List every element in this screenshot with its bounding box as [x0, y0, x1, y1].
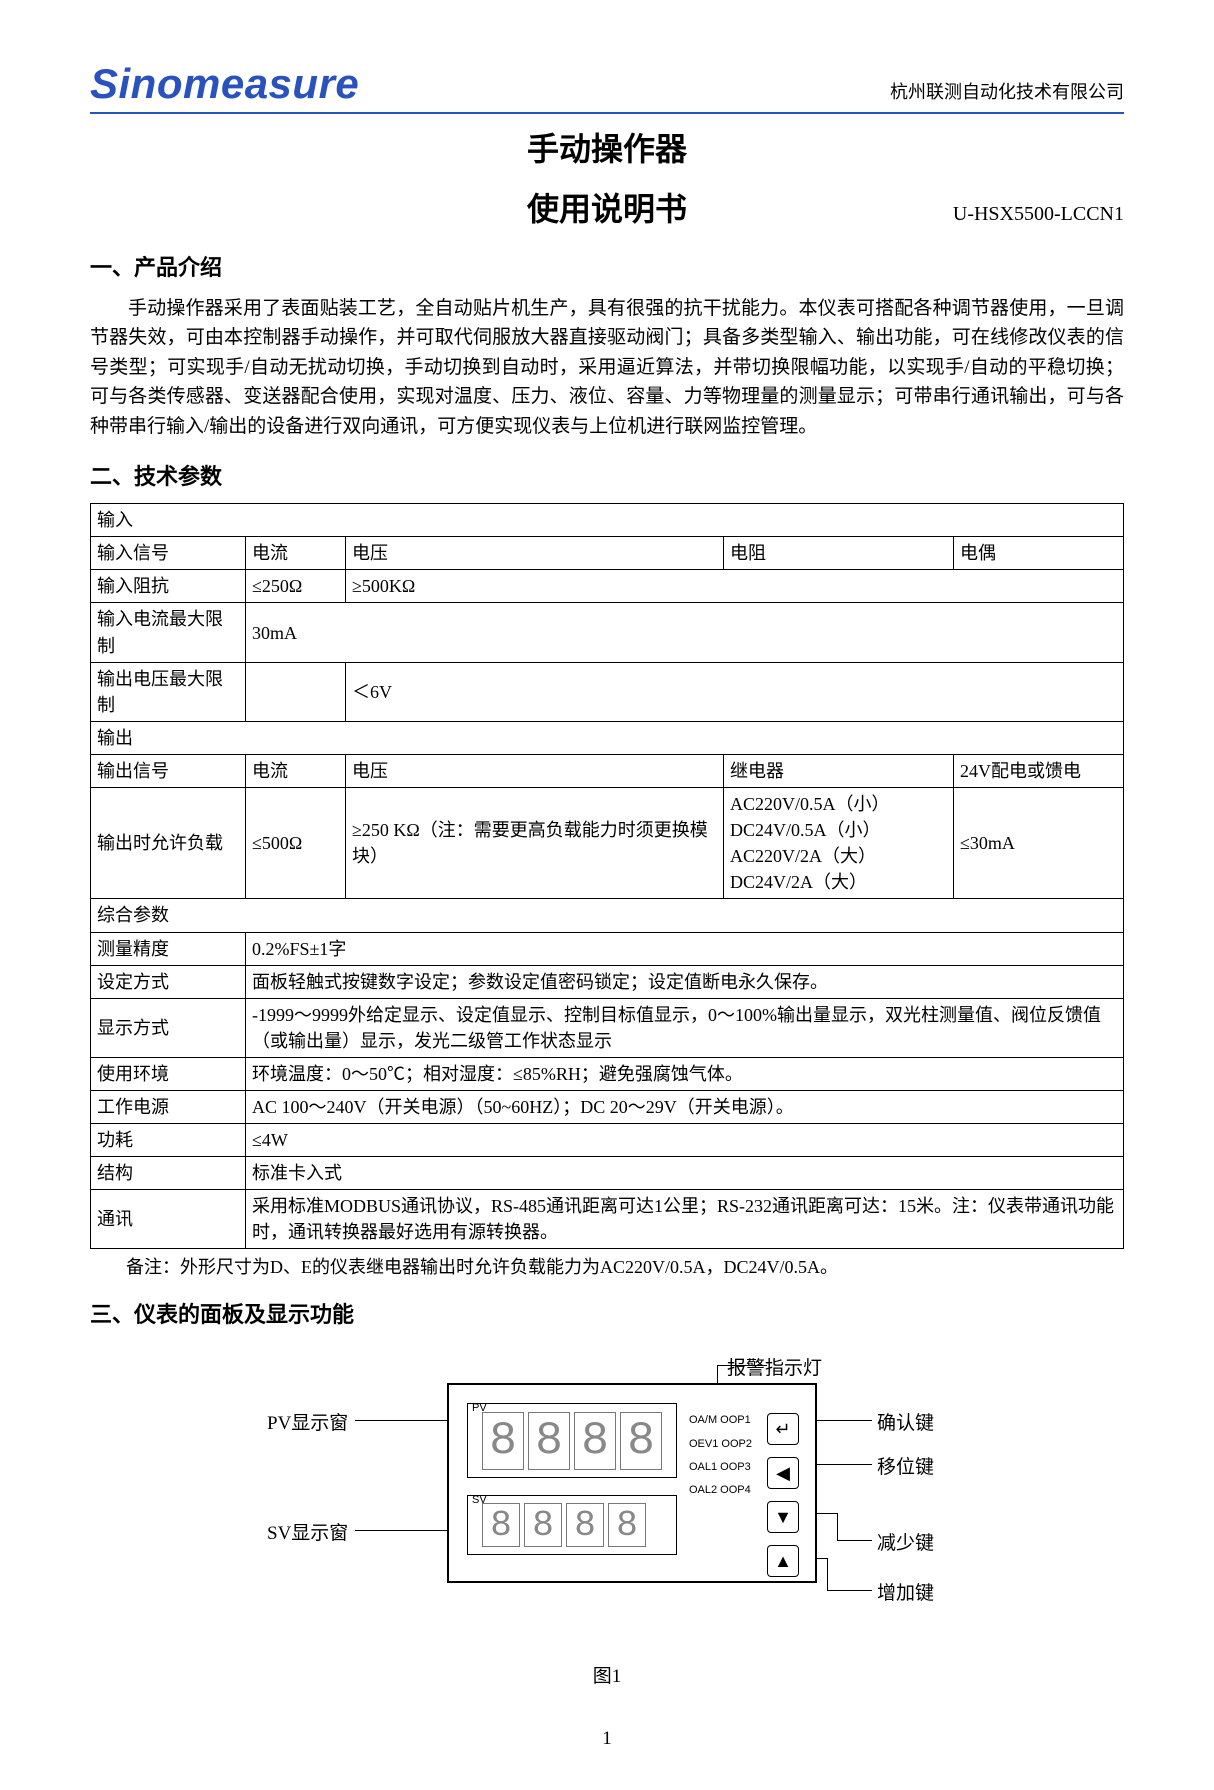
callout-shift: 移位键 [877, 1452, 934, 1479]
led-row: OAL1 OOP3 [689, 1456, 752, 1479]
decrease-button[interactable]: ▼ [767, 1501, 799, 1533]
callout-enter: 确认键 [877, 1408, 934, 1435]
page-header: Sinomeasure 杭州联测自动化技术有限公司 [90, 60, 1124, 114]
table-row: 测量精度 0.2%FS±1字 [91, 932, 1124, 965]
callout-alarm: 报警指示灯 [727, 1353, 822, 1380]
segment-digit: 8 [566, 1503, 604, 1547]
segment-digit: 8 [620, 1412, 662, 1470]
subtitle-row: 使用说明书 U-HSX5500-LCCN1 [90, 184, 1124, 230]
brand-logo: Sinomeasure [90, 60, 359, 108]
table-note: 备注：外形尺寸为D、E的仪表继电器输出时允许负载能力为AC220V/0.5A，D… [90, 1253, 1124, 1279]
callout-pv: PV显示窗 [267, 1408, 348, 1435]
segment-digit: 8 [482, 1503, 520, 1547]
table-row: 使用环境 环境温度：0～50℃；相对湿度：≤85%RH；避免强腐蚀气体。 [91, 1057, 1124, 1090]
segment-digit: 8 [608, 1503, 646, 1547]
table-row: 结构 标准卡入式 [91, 1157, 1124, 1190]
composite-header: 综合参数 [91, 899, 1124, 932]
sv-display: SV 8 8 8 8 [467, 1495, 677, 1555]
doc-id: U-HSX5500-LCCN1 [924, 203, 1124, 226]
table-row: 输出电压最大限制 ＜6V [91, 662, 1124, 721]
page-number: 1 [90, 1728, 1124, 1750]
panel-diagram: PV显示窗 SV显示窗 报警指示灯 确认键 移位键 减少键 增加键 PV 8 8… [157, 1353, 1057, 1653]
section-3-heading: 三、仪表的面板及显示功能 [90, 1297, 1124, 1329]
table-row: 输入信号 电流 电压 电阻 电偶 [91, 537, 1124, 570]
segment-digit: 8 [524, 1503, 562, 1547]
figure-caption: 图1 [90, 1661, 1124, 1688]
segment-digit: 8 [482, 1412, 524, 1470]
sv-label: SV [472, 1494, 487, 1506]
panel-body: PV 8 8 8 8 SV 8 8 8 8 OA/M OOP1 OEV1 OOP… [447, 1383, 817, 1583]
segment-digit: 8 [574, 1412, 616, 1470]
table-row: 输出信号 电流 电压 继电器 24V配电或馈电 [91, 754, 1124, 787]
input-header: 输入 [91, 504, 1124, 537]
company-name: 杭州联测自动化技术有限公司 [890, 78, 1124, 104]
led-row: OAL2 OOP4 [689, 1479, 752, 1502]
table-row: 显示方式 -1999～9999外给定显示、设定值显示、控制目标值显示，0～100… [91, 998, 1124, 1057]
section-1-heading: 一、产品介绍 [90, 250, 1124, 282]
table-row: 输入阻抗 ≤250Ω ≥500KΩ [91, 570, 1124, 603]
pv-label: PV [472, 1402, 487, 1414]
led-row: OEV1 OOP2 [689, 1433, 752, 1456]
table-row: 输出时允许负载 ≤500Ω ≥250 KΩ（注：需要更高负载能力时须更换模块） … [91, 788, 1124, 899]
table-row: 输入电流最大限制 30mA [91, 603, 1124, 662]
section-1-body: 手动操作器采用了表面贴装工艺，全自动贴片机生产，具有很强的抗干扰能力。本仪表可搭… [90, 294, 1124, 441]
callout-inc: 增加键 [877, 1578, 934, 1605]
doc-title: 手动操作器 [90, 124, 1124, 170]
enter-button[interactable]: ↵ [767, 1413, 799, 1445]
table-row: 工作电源 AC 100～240V（开关电源）（50~60HZ）；DC 20～29… [91, 1090, 1124, 1123]
doc-subtitle: 使用说明书 [290, 184, 924, 230]
table-row: 设定方式 面板轻触式按键数字设定；参数设定值密码锁定；设定值断电永久保存。 [91, 965, 1124, 998]
relay-cell: AC220V/0.5A（小） DC24V/0.5A（小） AC220V/2A（大… [724, 788, 954, 899]
table-row: 通讯 采用标准MODBUS通讯协议，RS-485通讯距离可达1公里；RS-232… [91, 1190, 1124, 1249]
section-2-heading: 二、技术参数 [90, 459, 1124, 491]
callout-dec: 减少键 [877, 1528, 934, 1555]
shift-button[interactable]: ◀ [767, 1457, 799, 1489]
spec-table: 输入 输入信号 电流 电压 电阻 电偶 输入阻抗 ≤250Ω ≥500KΩ 输入… [90, 503, 1124, 1249]
button-column: ↵ ◀ ▼ ▲ [767, 1413, 799, 1577]
segment-digit: 8 [528, 1412, 570, 1470]
table-row: 功耗 ≤4W [91, 1124, 1124, 1157]
increase-button[interactable]: ▲ [767, 1545, 799, 1577]
pv-display: PV 8 8 8 8 [467, 1403, 677, 1478]
led-row: OA/M OOP1 [689, 1409, 752, 1432]
callout-sv: SV显示窗 [267, 1518, 348, 1545]
led-column: OA/M OOP1 OEV1 OOP2 OAL1 OOP3 OAL2 OOP4 [689, 1409, 752, 1501]
output-header: 输出 [91, 721, 1124, 754]
